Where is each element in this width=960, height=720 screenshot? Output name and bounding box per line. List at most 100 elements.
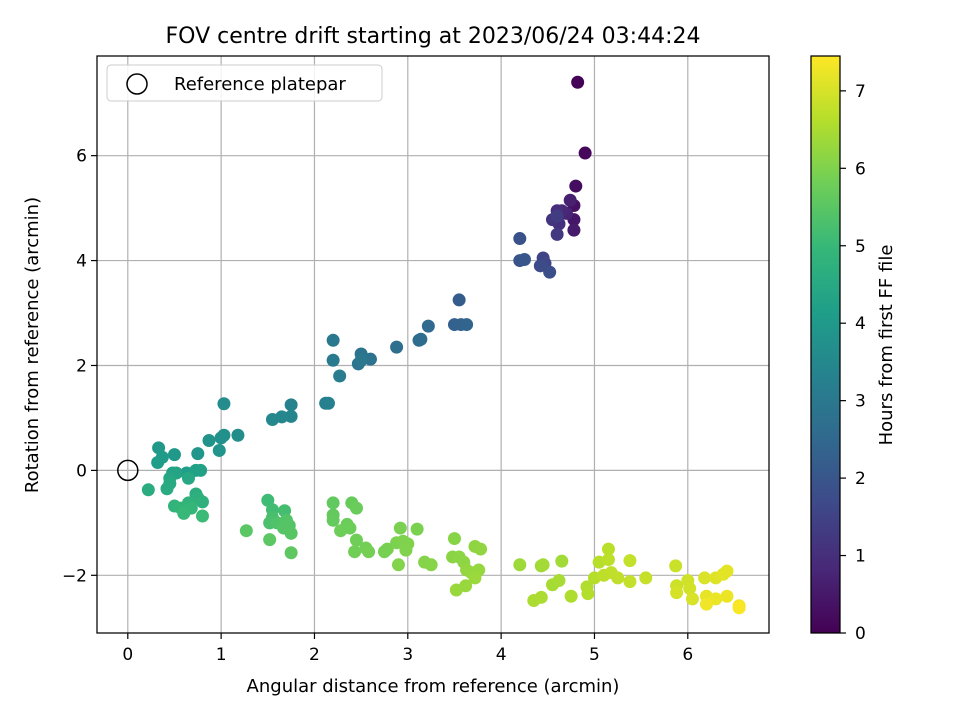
scatter-point [399,543,413,557]
scatter-point [732,601,746,615]
scatter-point [555,554,569,568]
scatter-point [421,319,435,333]
y-tick-label: 2 [76,356,87,376]
scatter-point [284,526,298,540]
scatter-point [578,146,592,160]
colorbar-tick-label: 6 [855,159,866,179]
scatter-point [326,333,340,347]
scatter-point [424,558,438,572]
colorbar-gradient [810,55,841,634]
scatter-point [460,318,474,332]
scatter-point [212,443,226,457]
scatter-point [393,521,407,535]
y-tick-label: 4 [76,252,87,272]
x-tick-label: 5 [589,645,600,665]
legend-marker-open-circle [126,73,148,95]
scatter-point [202,433,216,447]
x-axis-ticks: 0 1 2 3 4 5 6 [122,633,693,665]
scatter-point [414,332,428,346]
scatter-point [513,232,527,246]
scatter-point [569,179,583,193]
legend-label: Reference platepar [174,74,346,95]
points-layer [141,75,746,615]
x-tick-label: 2 [309,645,320,665]
scatter-point [160,482,174,496]
scatter-point [348,545,362,559]
colorbar-ticks: 0 1 2 3 4 5 6 7 [840,82,866,644]
scatter-point [452,293,466,307]
scatter-point [447,532,461,546]
scatter-point [513,558,527,572]
reference-platepar-marker [117,459,139,482]
scatter-point [611,571,625,585]
scatter-point [195,495,209,509]
scatter-point [333,369,347,383]
scatter-point [669,559,683,573]
scatter-point [552,574,566,588]
x-tick-label: 0 [122,645,133,665]
scatter-point [284,409,298,423]
scatter-point [326,513,340,527]
scatter-point [563,193,577,207]
y-tick-label: 0 [76,461,87,481]
legend: Reference platepar [106,64,383,102]
scatter-point [217,397,231,411]
colorbar: 0 1 2 3 4 5 6 7 Hours from first FF file [810,55,897,644]
scatter-point [533,259,547,273]
scatter-point [639,571,653,585]
scatter-point [239,524,253,538]
scatter-point [390,340,404,354]
scatter-point [567,223,581,237]
scatter-point [284,546,298,560]
scatter-point [698,571,712,585]
colorbar-tick-label: 4 [855,314,866,334]
grid-lines [97,56,769,633]
scatter-point [550,209,564,223]
scatter-point [141,483,155,497]
x-axis-label: Angular distance from reference (arcmin) [247,676,620,697]
scatter-point [449,583,463,597]
scatter-point [581,587,595,601]
scatter-point [550,227,564,241]
scatter-point [326,496,340,510]
scatter-point [167,448,181,462]
scatter-point [284,398,298,412]
scatter-point [623,554,637,568]
scatter-point [536,558,550,572]
scatter-point [214,431,228,445]
scatter-point [195,509,209,523]
scatter-point [362,545,376,559]
scatter-point [571,75,585,89]
scatter-point [334,524,348,538]
scatter-point [380,542,394,556]
scatter-point [670,586,684,600]
x-tick-label: 4 [496,645,507,665]
colorbar-tick-label: 3 [855,392,866,412]
scatter-point [349,533,363,547]
reference-marker-layer [117,459,139,482]
colorbar-label: Hours from first FF file [876,245,897,446]
scatter-point [601,553,615,567]
y-tick-label: −2 [62,566,87,586]
colorbar-tick-label: 0 [855,624,866,644]
plot-frame [96,55,770,634]
scatter-point [354,353,368,367]
colorbar-tick-label: 1 [855,547,866,567]
scatter-point [474,542,488,556]
y-axis-ticks: −2 0 2 4 6 [62,147,97,586]
chart-title: FOV centre drift starting at 2023/06/24 … [166,24,701,49]
colorbar-tick-label: 2 [855,469,866,489]
scatter-point [265,413,279,427]
scatter-point [623,575,637,589]
colorbar-tick-label: 7 [855,82,866,102]
scatter-point [263,533,277,547]
scatter-point [468,571,482,585]
legend-box [106,64,383,102]
scatter-point [391,558,405,572]
colorbar-tick-label: 5 [855,237,866,257]
scatter-point [517,253,531,267]
scatter-point [720,564,734,578]
scatter-point [349,501,363,515]
scatter-point [601,542,615,556]
